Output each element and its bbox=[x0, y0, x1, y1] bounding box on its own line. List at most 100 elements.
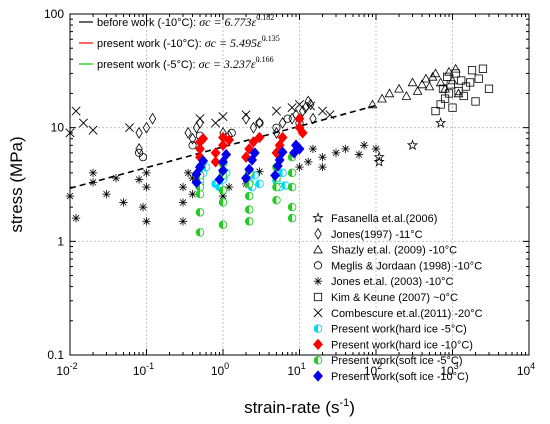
legend-marker-triangle-open bbox=[313, 244, 323, 254]
trend-line bbox=[69, 104, 377, 190]
legend-marker-diamond-blue bbox=[312, 370, 324, 382]
point-asterisk-stroke bbox=[184, 169, 192, 177]
point-circle-half-green bbox=[218, 198, 228, 207]
y-tick-label: 100 bbox=[44, 7, 64, 21]
point-x-stroke bbox=[125, 123, 135, 133]
point-diamond-blue bbox=[217, 164, 229, 177]
point-asterisk-stroke bbox=[225, 183, 233, 191]
point-asterisk-stroke bbox=[319, 163, 326, 171]
legend-label: Combescure et.al.(2011) -20°C bbox=[331, 308, 483, 320]
point-star bbox=[406, 139, 419, 151]
point-star bbox=[373, 151, 385, 162]
point-diamond-red bbox=[224, 134, 235, 146]
point-x-stroke bbox=[65, 128, 75, 138]
point-circle-half-green-fill bbox=[219, 220, 223, 229]
point-diamond-open bbox=[188, 132, 197, 145]
point-square-open bbox=[443, 72, 452, 81]
point-asterisk-stroke bbox=[372, 145, 380, 153]
point-diamond-open bbox=[255, 116, 264, 129]
series-square-open bbox=[431, 64, 494, 116]
legend-label: Present work(hard ice -10°C) bbox=[331, 339, 473, 351]
point-diamond-red bbox=[277, 131, 288, 144]
point-circle-half-green-fill bbox=[288, 214, 293, 222]
point-x-stroke bbox=[325, 110, 335, 120]
point-triangle-open bbox=[412, 86, 423, 95]
legend-marker-asterisk bbox=[313, 277, 323, 286]
point-diamond-blue bbox=[277, 146, 288, 158]
equation-text: present work (-10°C): σc = 5.495ε̇0.135 bbox=[97, 34, 280, 50]
point-asterisk bbox=[71, 213, 81, 223]
point-x bbox=[71, 106, 81, 116]
point-circle-half-green bbox=[287, 213, 297, 223]
point-diamond-open bbox=[298, 105, 307, 118]
point-asterisk-stroke bbox=[179, 218, 187, 225]
point-diamond-red bbox=[254, 131, 265, 144]
series-x bbox=[65, 99, 335, 138]
point-star bbox=[435, 117, 447, 128]
point-circle-half-green-fill bbox=[196, 190, 200, 198]
point-triangle-open bbox=[453, 88, 464, 98]
point-diamond-blue bbox=[274, 154, 285, 166]
point-asterisk-stroke bbox=[179, 199, 187, 206]
point-asterisk-stroke bbox=[89, 169, 97, 177]
point-asterisk-stroke bbox=[360, 142, 368, 149]
equation-legend: before work (-10°C): σc = 6.773ε̇0.182 pr… bbox=[79, 13, 280, 71]
point-asterisk bbox=[331, 148, 341, 158]
point-circle-half-green-fill bbox=[196, 208, 200, 217]
point-diamond-red bbox=[294, 112, 305, 125]
point-circle-open bbox=[255, 118, 264, 128]
point-circle-open bbox=[283, 114, 292, 123]
point-x-stroke bbox=[241, 110, 251, 120]
y-axis-title: stress (MPa) bbox=[7, 136, 26, 232]
legend-label: Jones et.al. (2003) -10°C bbox=[331, 276, 453, 288]
series-star bbox=[373, 117, 447, 167]
series-diamond-blue bbox=[191, 139, 305, 189]
point-x bbox=[294, 99, 305, 109]
point-circle-open bbox=[188, 141, 197, 150]
point-asterisk bbox=[88, 168, 98, 178]
point-diamond-open bbox=[288, 112, 296, 125]
point-diamond-open bbox=[148, 112, 157, 125]
point-circle-half-green bbox=[272, 195, 281, 205]
point-x-stroke bbox=[78, 118, 88, 128]
point-asterisk bbox=[304, 157, 313, 167]
point-diamond-open bbox=[196, 116, 204, 129]
point-asterisk bbox=[65, 191, 75, 201]
point-triangle-open bbox=[450, 63, 461, 73]
point-x bbox=[195, 114, 205, 124]
point-asterisk bbox=[295, 162, 304, 172]
point-diamond-open bbox=[135, 126, 143, 139]
x-tick-label: 103 bbox=[440, 361, 458, 378]
point-triangle-open bbox=[447, 75, 458, 85]
point-diamond-open bbox=[142, 121, 151, 134]
point-x bbox=[78, 118, 88, 128]
point-asterisk-stroke bbox=[89, 179, 97, 186]
point-triangle-open bbox=[430, 68, 441, 78]
point-circle-open bbox=[227, 128, 236, 137]
point-circle-half-green-fill bbox=[245, 192, 250, 200]
point-triangle-open bbox=[424, 81, 435, 91]
x-axis-title: strain-rate (s-1) bbox=[244, 397, 355, 417]
point-x bbox=[306, 101, 316, 111]
equation-text: before work (-10°C): σc = 6.773ε̇0.182 bbox=[97, 13, 274, 29]
legend-marker-circle-half-cyan bbox=[313, 324, 323, 333]
point-triangle-open bbox=[377, 93, 387, 103]
point-circle-half-cyan-fill bbox=[281, 181, 286, 190]
point-square-open bbox=[467, 66, 477, 75]
point-circle-half-green-fill bbox=[245, 217, 250, 226]
axis-tick-labels: 10-2 10-1 100 101 102 103 104 0.1 1 10 100 bbox=[44, 7, 535, 378]
point-circle-half-green-fill bbox=[272, 183, 277, 191]
point-square-open bbox=[446, 80, 455, 89]
point-circle-half-green bbox=[244, 217, 254, 226]
legend-label: Shazly et.al. (2009) -10°C bbox=[331, 245, 457, 257]
point-diamond-blue bbox=[221, 148, 232, 161]
point-asterisk-stroke bbox=[296, 163, 303, 171]
point-circle-half-green bbox=[244, 205, 254, 214]
point-triangle-open bbox=[421, 73, 431, 83]
point-circle-half-cyan bbox=[278, 168, 287, 178]
legend-marker-x-stroke bbox=[313, 308, 323, 318]
series-triangle-open bbox=[367, 63, 464, 109]
legend-marker-star bbox=[312, 212, 324, 223]
point-diamond-blue bbox=[270, 169, 281, 182]
